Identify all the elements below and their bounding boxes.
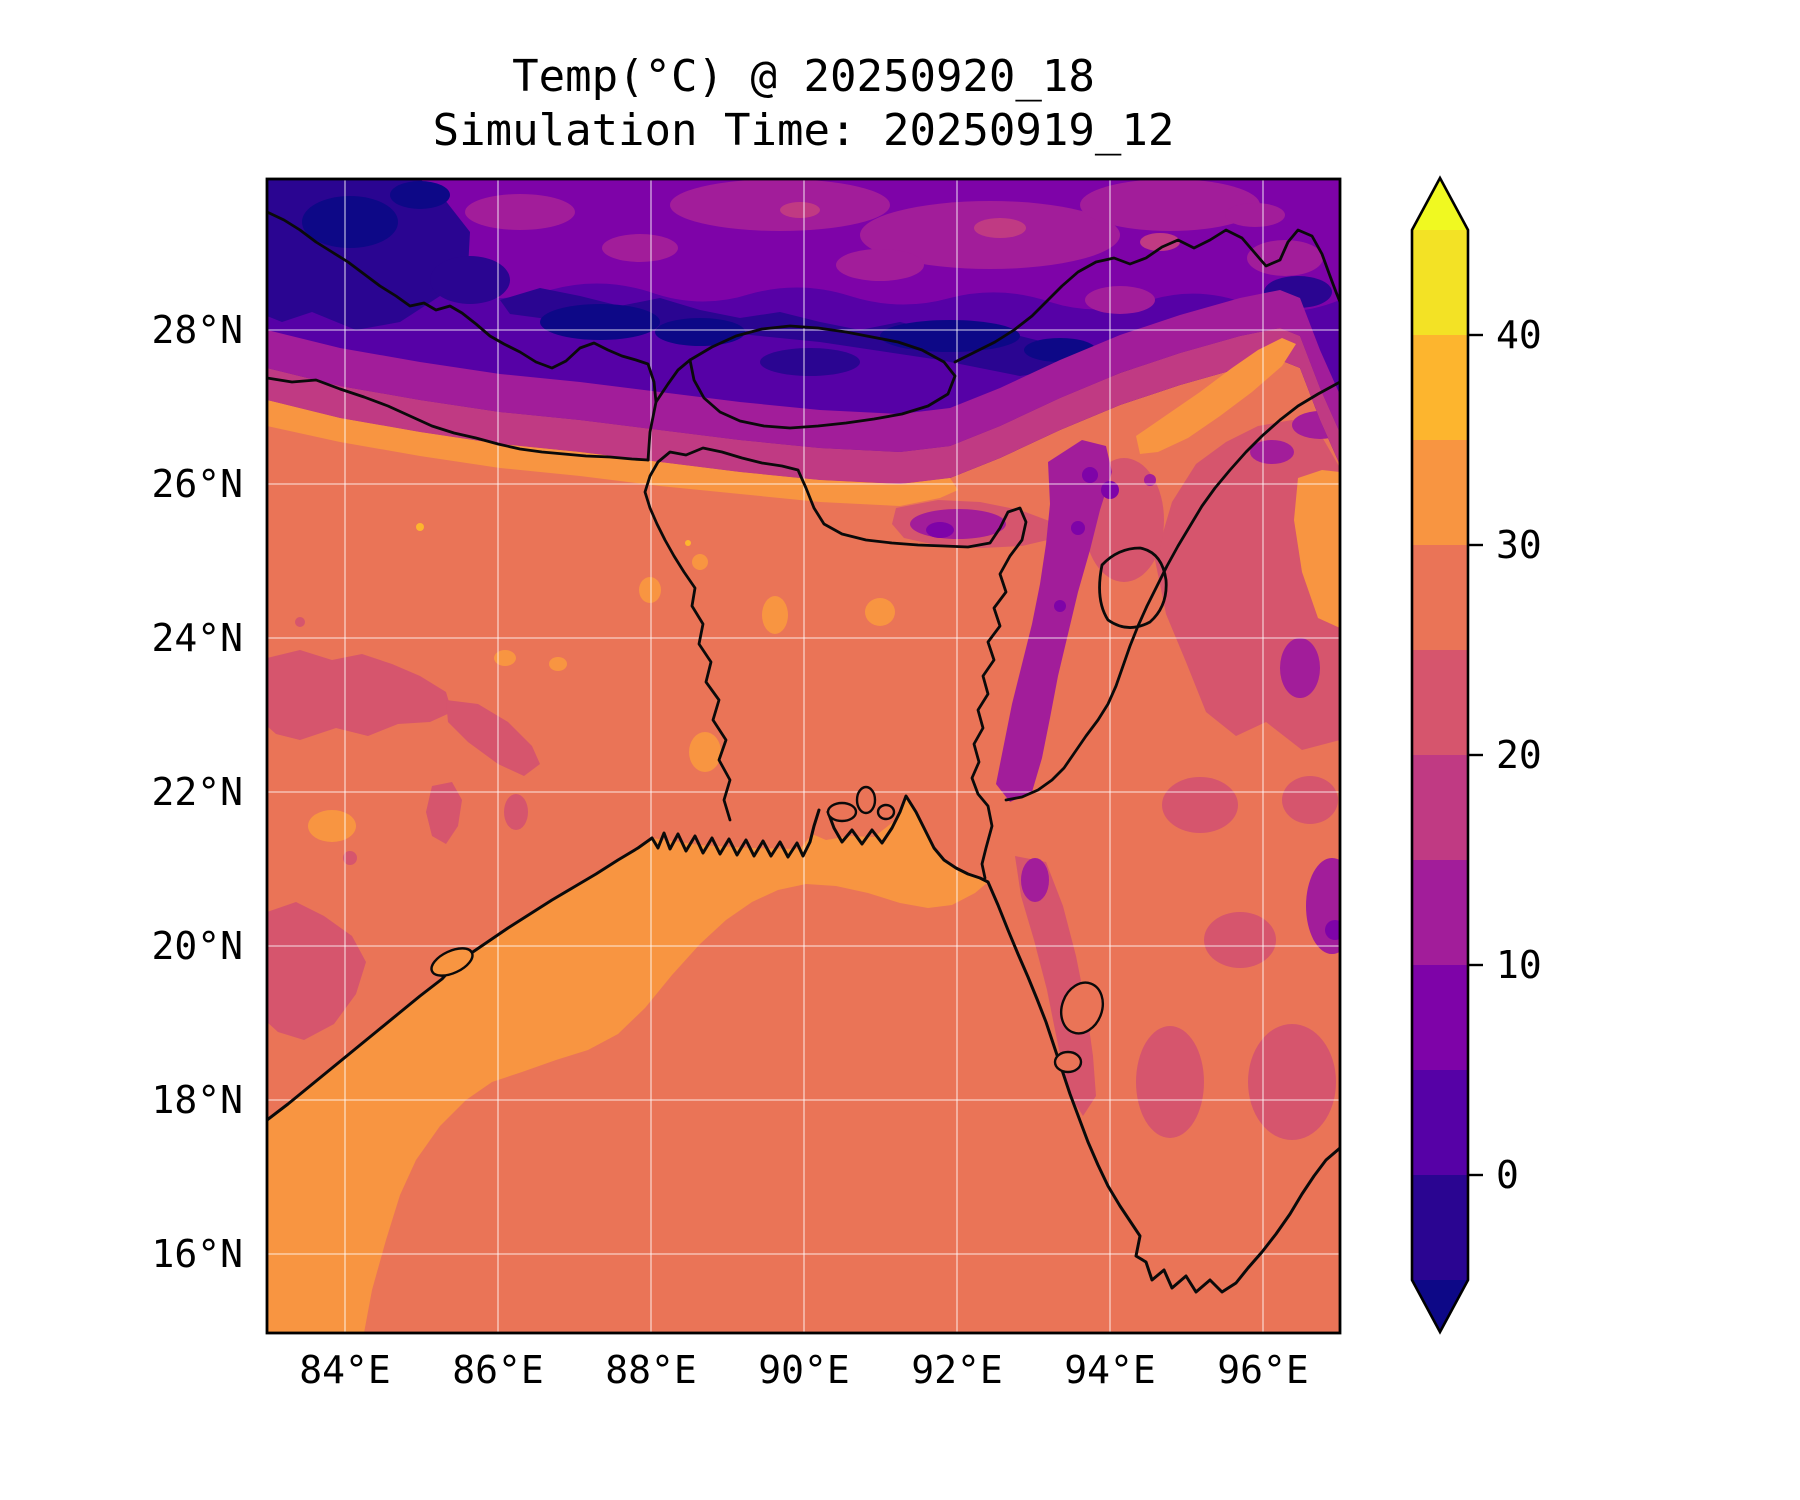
plot-frame <box>265 177 1342 1335</box>
coastline-meghna-east-bank <box>826 794 1340 1294</box>
border-india-china <box>953 228 1340 364</box>
border-nepal-north <box>267 210 658 462</box>
island-estuary-1 <box>826 801 858 823</box>
x-tick-label: 96°E <box>1217 1348 1309 1392</box>
colorbar-band-0-5 <box>1412 1070 1468 1175</box>
colorbar-tick-label: 30 <box>1496 523 1542 567</box>
coastlines <box>267 785 1340 1294</box>
colorbar-band-30-35 <box>1412 440 1468 545</box>
field-foothill-band-10-15 <box>267 290 1340 452</box>
colorbar-band-5-10 <box>1412 965 1468 1070</box>
field-coastal-sea-30-35 <box>267 798 988 1333</box>
field-hot-land-patches-30-35 <box>308 554 895 842</box>
border-nepal-south <box>267 376 650 462</box>
field-assam-valley-30-35 <box>1136 338 1340 628</box>
colorbar-band-40-45 <box>1412 230 1468 335</box>
y-tick-label: 22°N <box>151 770 243 814</box>
x-tick-label: 94°E <box>1064 1348 1156 1392</box>
field-terai-warm-strip-30-35 <box>267 400 958 506</box>
island-estuary-3 <box>876 803 896 821</box>
x-tick-label: 92°E <box>911 1348 1003 1392</box>
field-purple-spots-5-10 <box>926 467 1340 940</box>
colorbar-band-25-30 <box>1412 545 1468 650</box>
plot-title-line1: Temp(°C) @ 20250920_18 <box>512 51 1095 102</box>
island-cheduba <box>1053 1050 1083 1074</box>
y-tick-label: 16°N <box>151 1232 243 1276</box>
y-tick-label: 24°N <box>151 616 243 660</box>
colorbar-band-10-15 <box>1412 860 1468 965</box>
y-tick-label: 26°N <box>151 462 243 506</box>
colorbar-band-35-40 <box>1412 335 1468 440</box>
border-sikkim <box>654 358 692 404</box>
y-tick-label: 28°N <box>151 308 243 352</box>
field-plateau-warm-spots-15-20 <box>780 202 1180 251</box>
colorbar-tick-label: 40 <box>1496 313 1542 357</box>
y-tick-label: 18°N <box>151 1078 243 1122</box>
colorbar-tick-label: 0 <box>1496 1153 1519 1197</box>
chilika-lagoon <box>430 947 474 977</box>
country-borders <box>267 210 1340 880</box>
border-india-myanmar <box>1004 380 1340 802</box>
colorbar-extend-over-arrow <box>1412 178 1468 230</box>
island-estuary-2 <box>855 785 877 815</box>
colorbar-band-15-20 <box>1412 755 1468 860</box>
coastline-bay-of-bengal <box>267 808 821 1122</box>
x-tick-label: 84°E <box>299 1348 391 1392</box>
colorbar-extend-under-arrow <box>1412 1280 1468 1332</box>
island-ramree <box>1060 981 1104 1035</box>
colorbar-band-20-25 <box>1412 650 1468 755</box>
field-foothill-band-15-20 <box>267 328 1340 484</box>
x-tick-label: 88°E <box>605 1348 697 1392</box>
x-tick-label: 86°E <box>452 1348 544 1392</box>
colorbar-outline <box>1410 175 1470 1335</box>
colorbar-tick-label: 10 <box>1496 943 1542 987</box>
colorbar-tick-label: 20 <box>1496 733 1542 777</box>
field-himalaya-coldest-below-m5 <box>302 181 1096 362</box>
y-tick-label: 20°N <box>151 924 243 968</box>
colorbar <box>1410 175 1483 1335</box>
temperature-field <box>267 179 1340 1333</box>
border-manipur <box>1098 546 1168 629</box>
x-tick-label: 90°E <box>758 1348 850 1392</box>
grid-lines <box>267 179 1340 1333</box>
colorbar-tick-marks <box>1468 333 1483 1177</box>
colorbar-band-m5-0 <box>1412 1175 1468 1280</box>
field-hot-specks-35-40 <box>416 523 691 546</box>
plot-title-line2: Simulation Time: 20250919_12 <box>432 105 1175 156</box>
border-bhutan <box>688 324 957 430</box>
border-bangladesh <box>643 446 1028 880</box>
